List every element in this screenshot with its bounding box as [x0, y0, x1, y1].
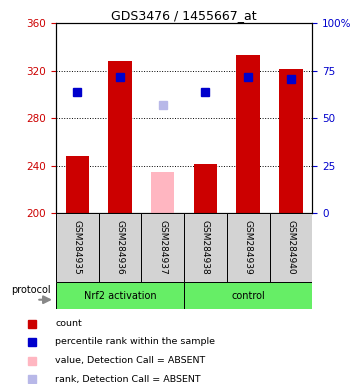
Bar — [99, 213, 142, 282]
Bar — [236, 55, 260, 213]
Bar — [270, 213, 312, 282]
Bar — [66, 156, 89, 213]
Text: GSM284935: GSM284935 — [73, 220, 82, 275]
Bar — [194, 164, 217, 213]
Bar — [151, 172, 174, 213]
Bar — [142, 213, 184, 282]
Text: percentile rank within the sample: percentile rank within the sample — [55, 337, 216, 346]
Text: GSM284936: GSM284936 — [116, 220, 125, 275]
Text: Nrf2 activation: Nrf2 activation — [84, 291, 156, 301]
Bar — [56, 213, 99, 282]
Bar — [56, 282, 184, 309]
Text: GSM284939: GSM284939 — [244, 220, 253, 275]
Text: rank, Detection Call = ABSENT: rank, Detection Call = ABSENT — [55, 375, 201, 384]
Bar — [184, 282, 312, 309]
Bar — [279, 70, 303, 213]
Text: GSM284937: GSM284937 — [158, 220, 167, 275]
Text: protocol: protocol — [11, 285, 51, 295]
Text: GSM284940: GSM284940 — [286, 220, 295, 275]
Text: count: count — [55, 319, 82, 328]
Bar — [184, 213, 227, 282]
Text: value, Detection Call = ABSENT: value, Detection Call = ABSENT — [55, 356, 206, 365]
Text: GSM284938: GSM284938 — [201, 220, 210, 275]
Title: GDS3476 / 1455667_at: GDS3476 / 1455667_at — [111, 9, 257, 22]
Bar — [108, 61, 132, 213]
Bar — [227, 213, 270, 282]
Text: control: control — [231, 291, 265, 301]
